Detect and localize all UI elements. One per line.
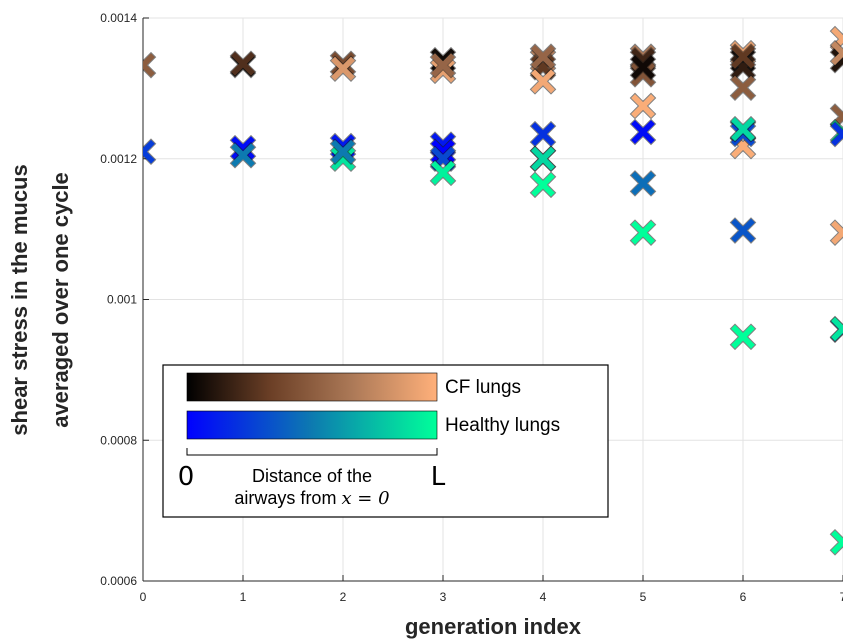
point-cf-21 (729, 74, 757, 101)
point-healthy-23 (829, 120, 843, 148)
point-cf-7 (429, 51, 457, 79)
point-cf-16 (629, 92, 657, 120)
legend-healthy-colorbar (186, 410, 438, 440)
x-tick-label-4: 4 (540, 590, 547, 604)
point-mark (731, 117, 755, 142)
legend-note-line2-text: airways from (234, 488, 341, 508)
legend-cf-label: CF lungs (445, 377, 521, 398)
legend-note-line1: Distance of the (252, 466, 372, 486)
point-mark (531, 146, 555, 171)
point-mark (731, 75, 755, 100)
point-mark (143, 53, 155, 78)
x-tick-label-7: 7 (840, 590, 843, 604)
point-mark (831, 122, 843, 147)
point-healthy-12 (529, 145, 557, 173)
point-cf-4 (329, 55, 357, 82)
x-tick-label-2: 2 (340, 590, 347, 604)
point-healthy-26 (829, 528, 843, 556)
data-points (143, 25, 843, 556)
point-mark (631, 120, 655, 144)
point-mark (431, 53, 455, 78)
legend-note-line2-math: x = 0 (341, 488, 389, 509)
axes (142, 17, 843, 582)
point-healthy-5 (329, 138, 357, 166)
point-healthy-13 (529, 171, 557, 199)
y-tick-label-3: 0.0012 (100, 152, 137, 166)
point-mark (231, 143, 255, 168)
point-healthy-10 (529, 120, 557, 148)
x-tick-label-0: 0 (140, 590, 147, 604)
point-mark (831, 41, 843, 66)
point-mark (143, 139, 155, 164)
point-healthy-0 (143, 138, 157, 166)
point-healthy-20 (729, 217, 757, 244)
y-tick-label-2: 0.001 (107, 293, 137, 307)
point-mark (731, 44, 755, 69)
y-tick-label-4: 0.0014 (100, 11, 137, 25)
point-mark (631, 94, 655, 118)
point-cf-2 (229, 50, 257, 78)
point-mark (331, 56, 355, 81)
point-mark (631, 55, 655, 80)
point-healthy-25 (829, 315, 843, 343)
point-cf-27 (829, 219, 843, 246)
legend: CF lungs Healthy lungs 0 L Distance of t… (162, 364, 609, 518)
x-tick-label-1: 1 (240, 590, 247, 604)
legend-distance-bracket (186, 448, 438, 456)
y-tick-label-0: 0.0006 (100, 574, 137, 588)
point-healthy-19 (729, 115, 757, 143)
point-mark (431, 160, 455, 185)
point-cf-10 (529, 43, 557, 71)
legend-start-label: 0 (178, 462, 195, 492)
legend-end-label: L (431, 462, 446, 492)
point-healthy-9 (429, 159, 457, 187)
point-mark (531, 122, 555, 147)
y-axis-title-line1: shear stress in the mucus (7, 164, 32, 435)
legend-note-line2: airways from x = 0 (234, 488, 389, 509)
point-cf-11 (529, 68, 557, 95)
y-tick-label-1: 0.0008 (100, 433, 137, 447)
x-axis-title: generation index (405, 614, 582, 639)
point-mark (731, 324, 755, 349)
point-mark (331, 139, 355, 164)
y-axis-title-line2: averaged over one cycle (48, 172, 73, 428)
x-tick-label-5: 5 (640, 590, 647, 604)
point-healthy-15 (629, 170, 657, 197)
legend-cf-colorbar (186, 372, 438, 402)
point-mark (531, 172, 555, 197)
point-mark (631, 220, 655, 245)
point-mark (831, 530, 843, 555)
point-cf-0 (143, 51, 157, 79)
point-healthy-2 (229, 141, 257, 169)
point-healthy-14 (629, 118, 657, 146)
point-healthy-21 (729, 323, 757, 351)
x-tick-labels: 0 1 2 3 4 5 6 7 (140, 590, 843, 604)
point-cf-25 (829, 39, 843, 67)
point-healthy-16 (629, 219, 657, 246)
y-axis-title: shear stress in the mucus averaged over … (7, 164, 73, 435)
x-tick-label-6: 6 (740, 590, 747, 604)
point-mark (631, 171, 655, 196)
point-cf-20 (729, 43, 757, 71)
point-mark (531, 69, 555, 94)
y-tick-labels: 0.0006 0.0008 0.001 0.0012 0.0014 (100, 11, 137, 588)
point-mark (231, 51, 255, 76)
point-mark (831, 317, 843, 341)
x-tick-label-3: 3 (440, 590, 447, 604)
point-mark (731, 218, 755, 243)
legend-healthy-label: Healthy lungs (445, 415, 560, 436)
point-cf-15 (629, 53, 657, 81)
point-mark (531, 44, 555, 69)
point-mark (831, 220, 843, 245)
